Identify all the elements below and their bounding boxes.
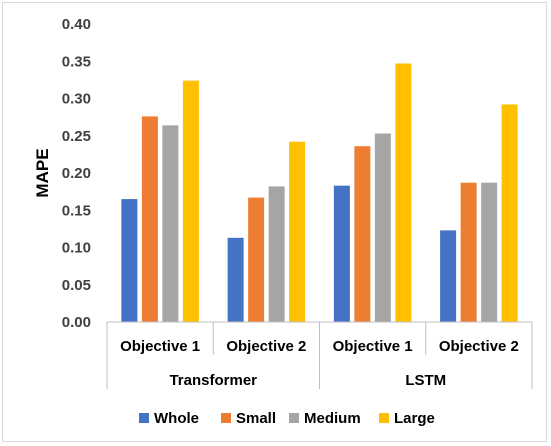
legend: Whole Small Medium Large — [139, 410, 435, 427]
y-tick-label-6: 0.30 — [62, 91, 91, 108]
bar-medium-3 — [481, 182, 498, 322]
x-group-label-1: LSTM — [405, 372, 446, 389]
bar-whole-1 — [227, 237, 244, 322]
bar-large-0 — [182, 80, 199, 323]
x-axis-categories: Objective 1 Objective 2 Objective 1 Objecti… — [120, 338, 519, 389]
bar-medium-1 — [268, 186, 285, 322]
legend-label-large: Large — [394, 410, 435, 427]
bar-chart: 0.00 0.05 0.10 0.15 0.20 0.25 0.30 0.35 0.40 Obj… — [33, 16, 533, 427]
legend-label-small: Small — [236, 410, 276, 427]
x-category-label-0: Objective 1 — [120, 338, 200, 355]
y-tick-label-2: 0.10 — [62, 240, 91, 257]
legend-label-medium: Medium — [304, 410, 361, 427]
bar-medium-0 — [162, 125, 179, 322]
y-tick-label-0: 0.00 — [62, 314, 91, 331]
y-tick-label-8: 0.40 — [62, 16, 91, 33]
x-category-label-1: Objective 2 — [226, 338, 306, 355]
y-axis-ticks: 0.00 0.05 0.10 0.15 0.20 0.25 0.30 0.35 0.40 — [62, 16, 91, 331]
chart-frame: 0.00 0.05 0.10 0.15 0.20 0.25 0.30 0.35 0.40 Obj… — [2, 2, 547, 442]
legend-swatch-large — [379, 413, 389, 423]
bars — [121, 63, 518, 323]
bar-large-2 — [395, 63, 412, 323]
bar-small-3 — [460, 182, 477, 322]
y-tick-label-3: 0.15 — [62, 202, 91, 219]
legend-swatch-whole — [139, 413, 149, 423]
legend-swatch-small — [221, 413, 231, 423]
x-group-label-0: Transformer — [169, 372, 257, 389]
y-tick-label-4: 0.20 — [62, 165, 91, 182]
x-category-label-2: Objective 1 — [333, 338, 413, 355]
legend-swatch-medium — [289, 413, 299, 423]
bar-small-2 — [354, 146, 371, 322]
bar-small-1 — [248, 197, 265, 322]
y-tick-label-5: 0.25 — [62, 128, 91, 145]
bar-large-1 — [289, 141, 306, 322]
axes — [106, 321, 533, 389]
bar-whole-2 — [333, 185, 350, 322]
legend-label-whole: Whole — [154, 410, 199, 427]
bar-medium-2 — [374, 133, 391, 322]
y-tick-label-1: 0.05 — [62, 277, 91, 294]
y-tick-label-7: 0.35 — [62, 53, 91, 70]
y-axis-label: MAPE — [33, 148, 52, 197]
bar-whole-3 — [440, 230, 457, 322]
bar-large-3 — [501, 104, 518, 323]
bar-small-0 — [141, 116, 158, 322]
bar-whole-0 — [121, 199, 138, 322]
x-category-label-3: Objective 2 — [439, 338, 519, 355]
